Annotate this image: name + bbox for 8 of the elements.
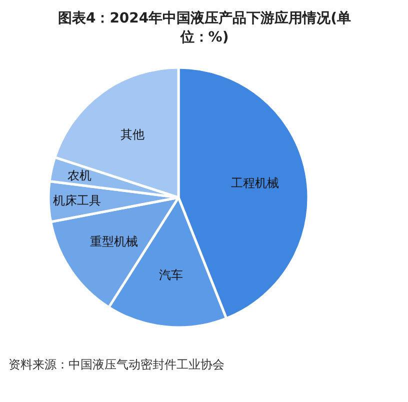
- chart-title: 图表4：2024年中国液压产品下游应用情况(单位：%): [58, 10, 352, 46]
- slice-label: 其他: [120, 127, 145, 142]
- slice-label: 汽车: [159, 268, 184, 282]
- text: 资料来源：中国液压气动密封件工业协会: [8, 358, 224, 372]
- slice-label: 重型机械: [90, 234, 138, 248]
- slice-label: 机床工具: [53, 194, 102, 208]
- slice-label: 工程机械: [231, 176, 280, 190]
- slice-label: 农机: [68, 168, 92, 182]
